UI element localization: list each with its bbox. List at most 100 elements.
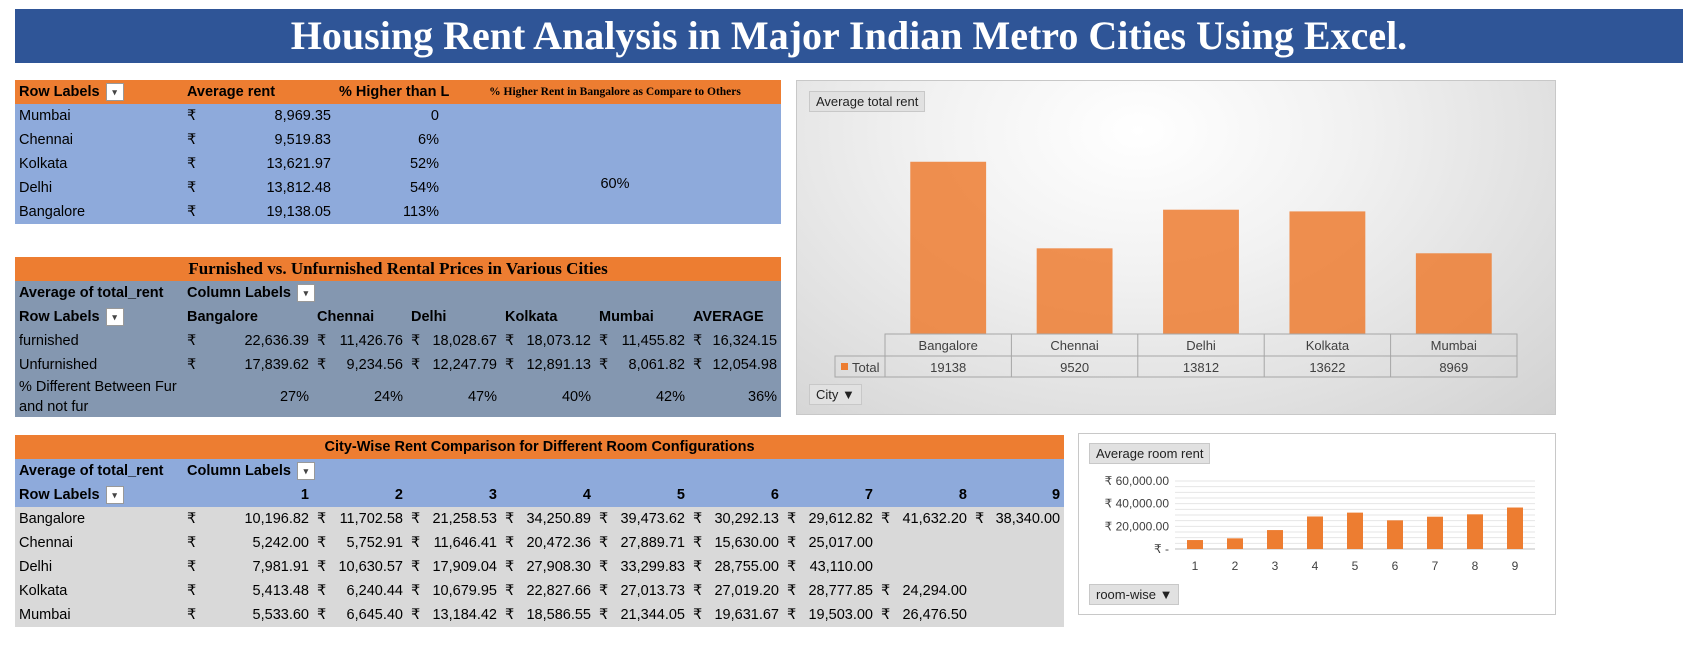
room-wise-field-button[interactable]: room-wise ▼ — [1089, 584, 1180, 605]
rent-value: ₹17,909.04 — [407, 555, 501, 579]
x-tick-label: 9 — [1512, 559, 1519, 573]
table-row: Chennai ₹5,242.00 ₹5,752.91 ₹11,646.41 ₹20,4… — [15, 531, 1065, 555]
city-field-button[interactable]: City ▼ — [809, 384, 862, 405]
column-header: Bangalore — [183, 305, 313, 329]
city-name: Bangalore — [15, 507, 183, 531]
value-text: 24,294.00 — [902, 583, 967, 599]
currency-symbol: ₹ — [693, 559, 703, 575]
rent-value: ₹34,250.89 — [501, 507, 595, 531]
currency-symbol: ₹ — [317, 559, 327, 575]
legend-swatch — [841, 363, 848, 370]
currency-symbol: ₹ — [693, 535, 703, 551]
filter-dropdown-icon[interactable]: ▾ — [105, 308, 124, 326]
value-text: 30,292.13 — [714, 511, 779, 527]
value-text: 12,247.79 — [432, 357, 497, 373]
currency-symbol: ₹ — [183, 104, 235, 128]
value-text: 9,234.56 — [346, 357, 403, 373]
bangalore-higher-header: % Higher Rent in Bangalore as Compare to… — [449, 80, 781, 104]
x-tick-label: 8 — [1472, 559, 1479, 573]
bar-delhi[interactable] — [1163, 209, 1239, 334]
x-tick-label: 2 — [1232, 559, 1239, 573]
pct-higher-value: 6% — [335, 128, 449, 152]
currency-symbol: ₹ — [599, 357, 609, 373]
currency-symbol: ₹ — [317, 535, 327, 551]
category-label: Kolkata — [1306, 338, 1350, 353]
bar-room-6[interactable] — [1387, 520, 1403, 549]
y-tick-label: ₹ - — [1154, 542, 1169, 556]
rent-value: ₹27,019.20 — [689, 579, 783, 603]
rent-value: ₹41,632.20 — [877, 507, 971, 531]
rent-value: ₹24,294.00 — [877, 579, 971, 603]
rent-value: ₹12,247.79 — [407, 353, 501, 377]
bar-room-8[interactable] — [1467, 514, 1483, 549]
column-header: AVERAGE — [689, 305, 782, 329]
bar-room-7[interactable] — [1427, 516, 1443, 549]
bar-chennai[interactable] — [1036, 248, 1113, 334]
bar-bangalore[interactable] — [910, 161, 987, 334]
table-row: % Different Between Fur and not fur 27% 24%… — [15, 377, 782, 417]
room-config-pivot: City-Wise Rent Comparison for Different … — [15, 435, 1065, 627]
pivot-header-row: Average of total_rent Column Labels ▾ — [15, 459, 1065, 483]
rent-value: ₹19,631.67 — [689, 603, 783, 627]
currency-symbol: ₹ — [411, 511, 421, 527]
currency-symbol: ₹ — [787, 535, 797, 551]
category-label: Delhi — [1186, 338, 1216, 353]
sort-filter-icon[interactable]: ▾ — [105, 83, 124, 101]
room-rent-chart[interactable]: Average room rent ₹ - ₹ 20,000.00 ₹ 40,000… — [1078, 433, 1556, 615]
data-value-label: 13812 — [1183, 360, 1219, 375]
bar-room-4[interactable] — [1307, 516, 1323, 549]
value-text: 11,426.76 — [339, 333, 403, 349]
bar-room-9[interactable] — [1507, 507, 1523, 549]
data-value-label: 19138 — [930, 360, 966, 375]
average-total-rent-field-button[interactable]: Average total rent — [809, 91, 926, 112]
value-text: 5,533.60 — [252, 607, 309, 623]
filter-dropdown-icon[interactable]: ▾ — [296, 284, 315, 302]
rent-value: ₹25,017.00 — [783, 531, 877, 555]
room-count-header: 7 — [783, 483, 877, 507]
y-tick-label: ₹ 40,000.00 — [1105, 497, 1170, 511]
bar-room-3[interactable] — [1267, 530, 1283, 549]
value-text: 41,632.20 — [902, 511, 967, 527]
filter-dropdown-icon[interactable]: ▾ — [296, 462, 315, 480]
rent-value: ₹22,636.39 — [183, 329, 313, 353]
rent-value — [971, 579, 1065, 603]
room-count-header: 5 — [595, 483, 689, 507]
rent-value: ₹20,472.36 — [501, 531, 595, 555]
rent-value: ₹11,455.82 — [595, 329, 689, 353]
city-rent-chart-svg: Bangalore 19138 Chennai 9520 Delhi 13812 Kolka… — [834, 161, 1518, 378]
filter-dropdown-icon[interactable]: ▾ — [105, 486, 124, 504]
value-text: 6,240.44 — [346, 583, 403, 599]
rent-value — [971, 531, 1065, 555]
bar-room-2[interactable] — [1227, 538, 1243, 549]
value-text: 29,612.82 — [808, 511, 873, 527]
rent-value: ₹28,777.85 — [783, 579, 877, 603]
rent-value — [877, 531, 971, 555]
currency-symbol: ₹ — [505, 333, 515, 349]
diff-value: 27% — [183, 377, 313, 417]
currency-symbol: ₹ — [975, 511, 985, 527]
pct-higher-value: 0 — [335, 104, 449, 128]
city-rent-chart[interactable]: Average total rent Bangalore 19138 Chennai… — [796, 80, 1556, 415]
room-count-header: 2 — [313, 483, 407, 507]
bar-mumbai[interactable] — [1415, 253, 1492, 334]
table-row: Bangalore ₹19,138.05 113% — [15, 200, 781, 224]
currency-symbol: ₹ — [187, 333, 197, 349]
bar-room-1[interactable] — [1187, 540, 1203, 549]
rent-value: ₹11,702.58 — [313, 507, 407, 531]
dropdown-arrow-icon: ▼ — [842, 387, 855, 402]
average-room-rent-field-button[interactable]: Average room rent — [1089, 443, 1211, 464]
column-labels-header: Column Labels ▾ — [183, 281, 782, 305]
currency-symbol: ₹ — [599, 559, 609, 575]
value-text: 33,299.83 — [620, 559, 685, 575]
value-text: 10,196.82 — [244, 511, 309, 527]
currency-symbol: ₹ — [411, 607, 421, 623]
rent-value: ₹28,755.00 — [689, 555, 783, 579]
bar-kolkata[interactable] — [1289, 211, 1366, 334]
diff-label-line: % Different Between Fur — [19, 379, 177, 395]
bar-room-5[interactable] — [1347, 512, 1363, 549]
rent-value: ₹27,013.73 — [595, 579, 689, 603]
rent-value: ₹9,234.56 — [313, 353, 407, 377]
value-text: 11,646.41 — [433, 535, 497, 551]
rent-value: ₹5,533.60 — [183, 603, 313, 627]
currency-symbol: ₹ — [881, 511, 891, 527]
